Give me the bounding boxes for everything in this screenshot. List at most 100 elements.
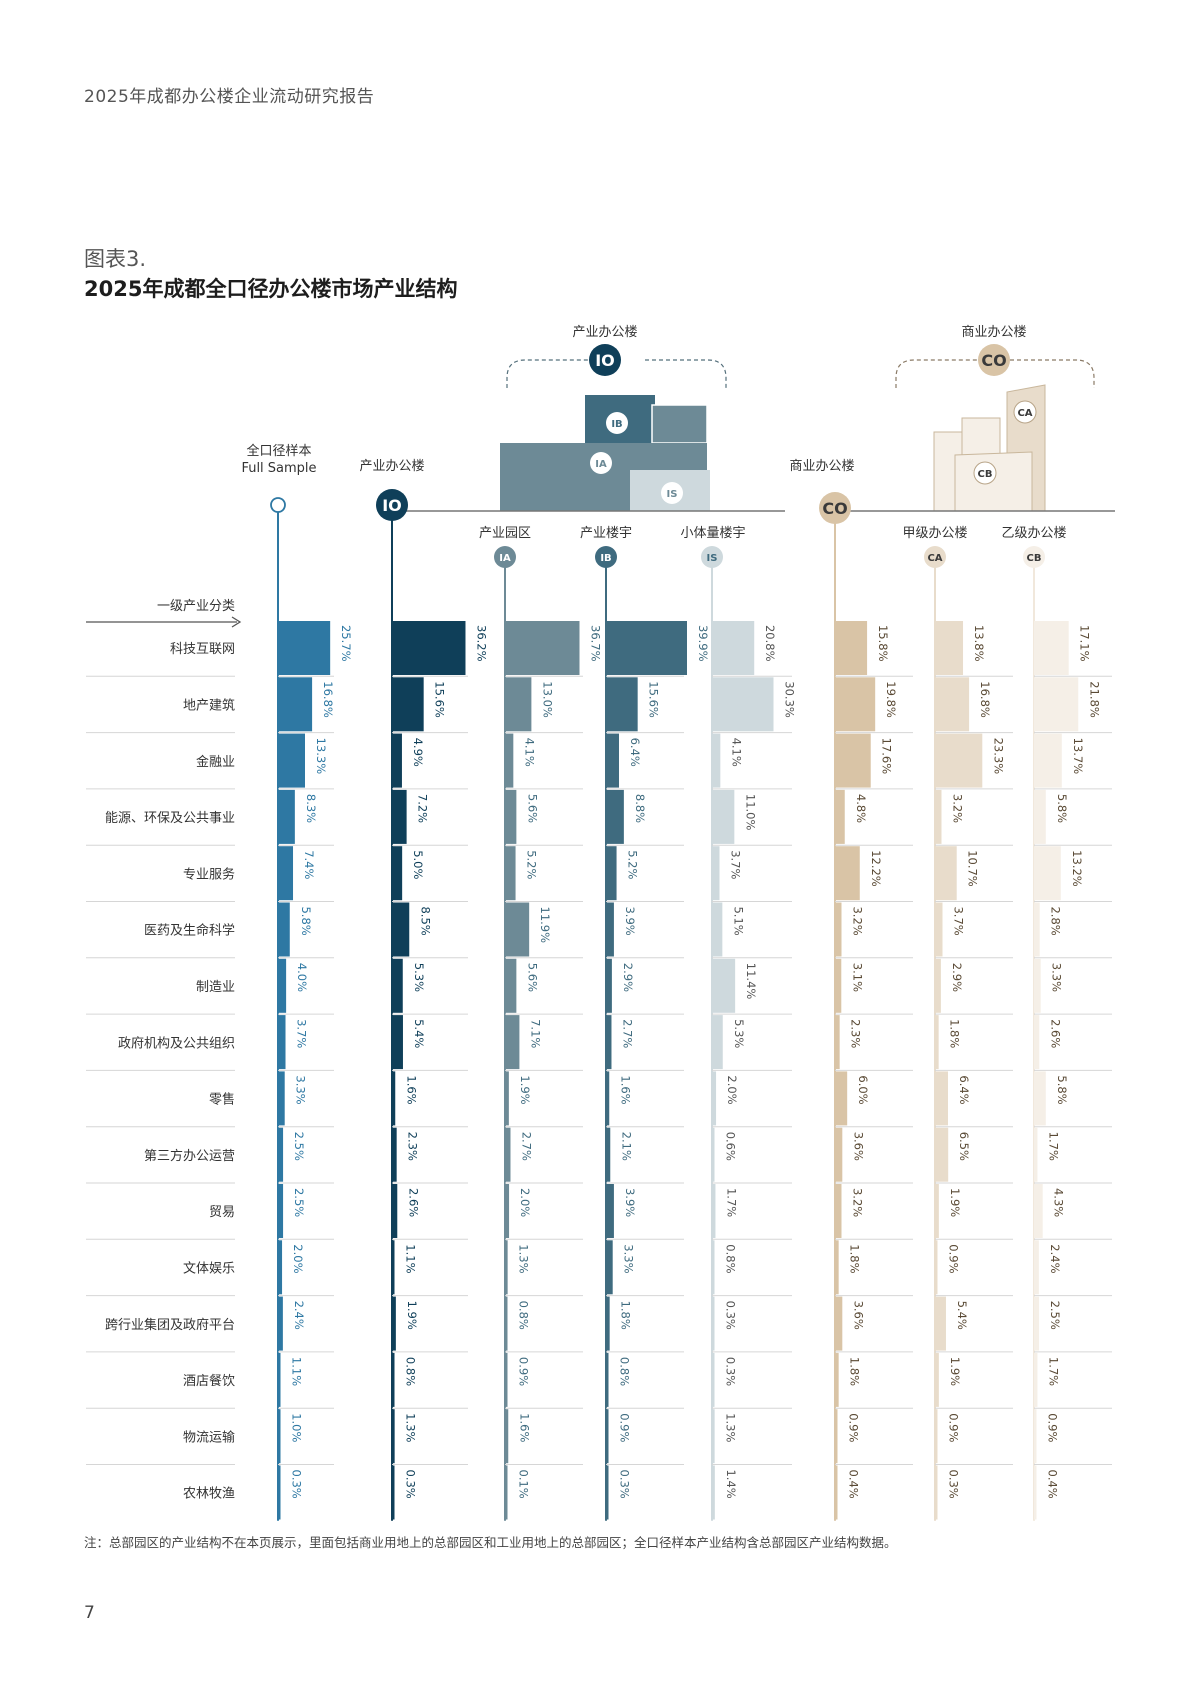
full-sample-title-en: Full Sample <box>241 461 316 476</box>
ib-column-badge-circle <box>595 546 617 568</box>
full-value-label: 7.4% <box>302 850 316 879</box>
co-bar <box>835 1465 838 1520</box>
full-bar <box>278 1127 284 1182</box>
ib-bar <box>606 902 614 957</box>
cb-bar <box>1034 1071 1046 1126</box>
ca-value-label: 1.8% <box>948 1019 962 1048</box>
cb-bar <box>1034 1015 1040 1070</box>
ia-bar <box>505 1240 508 1295</box>
full-value-label: 13.3% <box>314 738 328 775</box>
is-value-label: 0.3% <box>724 1301 738 1330</box>
is-bar <box>712 846 720 901</box>
ia-value-label: 11.9% <box>538 907 552 944</box>
full-value-label: 2.5% <box>292 1132 306 1161</box>
ib-bar <box>606 1352 609 1407</box>
cb-bar <box>1034 1409 1037 1464</box>
ia-value-label: 1.9% <box>518 1075 532 1104</box>
ib-value-label: 6.4% <box>628 738 642 767</box>
is-value-label: 30.3% <box>783 681 797 718</box>
is-value-label: 5.3% <box>732 1019 746 1048</box>
co-bar <box>835 1127 843 1182</box>
io-group-badge: IO <box>595 351 615 370</box>
co-bar <box>835 677 876 732</box>
ia-bar <box>505 1071 509 1126</box>
ca-bar <box>935 1409 938 1464</box>
ca-bar <box>935 621 964 675</box>
ia-value-label: 5.6% <box>525 794 539 823</box>
ca-bar <box>935 677 970 732</box>
is-bar <box>712 1465 715 1520</box>
ca-column-title: 甲级办公楼 <box>902 526 967 541</box>
ia-value-label: 0.1% <box>517 1470 531 1499</box>
cb-column-badge-circle <box>1023 546 1045 568</box>
cb-bar <box>1034 677 1079 732</box>
ib-value-label: 0.8% <box>618 1357 632 1386</box>
cb-value-label: 17.1% <box>1078 625 1092 662</box>
cb-bar <box>1034 958 1041 1013</box>
full-bar <box>278 1409 281 1464</box>
category-label: 跨行业集团及政府平台 <box>105 1317 235 1333</box>
is-bar <box>712 902 723 957</box>
co-bar <box>835 733 871 788</box>
ia-value-label: 2.0% <box>518 1188 532 1217</box>
cb-value-label: 5.8% <box>1055 1075 1069 1104</box>
full-bar <box>278 789 295 844</box>
ca-value-label: 6.5% <box>957 1132 971 1161</box>
cb-bar <box>1034 846 1061 901</box>
is-bar <box>712 1071 717 1126</box>
ia-bar <box>505 1352 508 1407</box>
cb-bar <box>1034 733 1062 788</box>
ca-value-label: 1.9% <box>948 1188 962 1217</box>
io-bar <box>392 902 410 957</box>
full-bar <box>278 1296 283 1351</box>
cb-value-label: 3.3% <box>1050 963 1064 992</box>
ia-column-badge: IA <box>499 553 511 564</box>
ib-value-label: 8.8% <box>633 794 647 823</box>
co-group-title: 商业办公楼 <box>961 325 1026 340</box>
io-value-label: 5.0% <box>411 850 425 879</box>
io-value-label: 36.2% <box>474 625 488 662</box>
is-bar <box>712 789 735 844</box>
ib-bar <box>606 1127 611 1182</box>
ca-bar <box>935 1240 938 1295</box>
category-label: 零售 <box>209 1092 235 1108</box>
co-value-label: 19.8% <box>884 681 898 718</box>
ca-column-badge: CA <box>927 553 942 564</box>
ib-value-label: 0.9% <box>618 1413 632 1442</box>
co-bar <box>835 1071 848 1126</box>
io-group-badge-circle <box>589 344 621 376</box>
io-value-label: 7.2% <box>416 794 430 823</box>
io-bar <box>392 733 402 788</box>
full-value-label: 2.4% <box>292 1301 306 1330</box>
cb-value-label: 2.5% <box>1048 1301 1062 1330</box>
full-value-label: 16.8% <box>321 681 335 718</box>
ib-value-label: 15.6% <box>647 681 661 718</box>
ca-bar <box>935 733 983 788</box>
full-value-label: 5.8% <box>299 907 313 936</box>
ca-bar <box>935 1352 939 1407</box>
co-value-label: 17.6% <box>880 738 894 775</box>
ia-bar <box>505 1296 508 1351</box>
ib-bar <box>606 789 624 844</box>
ca-bar <box>935 846 957 901</box>
full-bar <box>278 846 294 901</box>
category-label: 第三方办公运营 <box>144 1148 235 1164</box>
ib-illustration-circle <box>606 412 628 434</box>
ib-bar <box>606 1184 614 1238</box>
is-value-label: 1.3% <box>724 1413 738 1442</box>
cb-illustration-circle <box>973 461 997 485</box>
ca-value-label: 10.7% <box>966 850 980 887</box>
cb-building-shape <box>954 451 1033 512</box>
ca-value-label: 3.7% <box>952 907 966 936</box>
co-bar <box>835 902 842 957</box>
io-value-label: 5.4% <box>412 1019 426 1048</box>
full-value-label: 1.1% <box>290 1357 304 1386</box>
is-value-label: 2.0% <box>725 1075 739 1104</box>
full-value-label: 3.3% <box>294 1075 308 1104</box>
co-bar <box>835 1409 838 1464</box>
ca-value-label: 23.3% <box>991 738 1005 775</box>
ca-bar <box>935 1296 946 1351</box>
full-bar <box>278 1071 285 1126</box>
io-bar <box>392 1015 403 1070</box>
ca-illustration-circle <box>1013 400 1037 424</box>
